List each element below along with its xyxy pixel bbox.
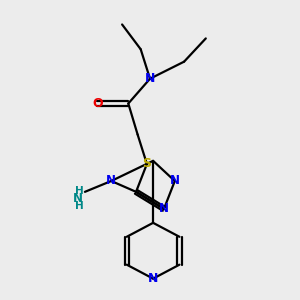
- Text: N: N: [74, 192, 83, 205]
- Text: N: N: [170, 175, 180, 188]
- Text: N: N: [106, 175, 116, 188]
- Text: N: N: [159, 202, 169, 215]
- Text: H: H: [75, 201, 83, 212]
- Text: S: S: [142, 158, 152, 170]
- Text: N: N: [145, 72, 155, 85]
- Text: N: N: [148, 272, 158, 285]
- Text: H: H: [75, 186, 83, 196]
- Text: O: O: [92, 97, 103, 110]
